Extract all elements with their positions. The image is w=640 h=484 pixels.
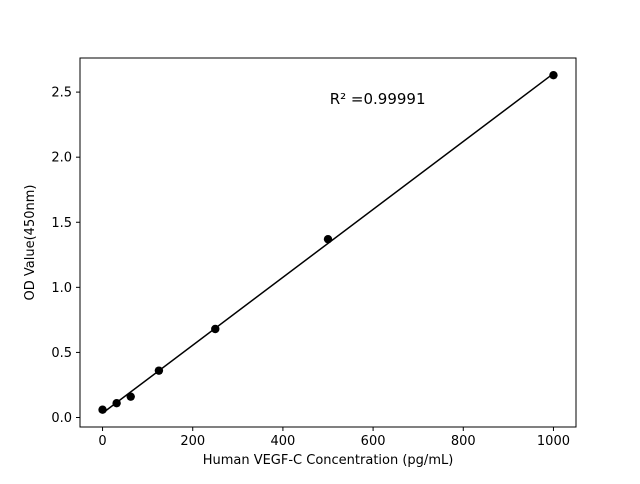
x-tick-label: 1000 (537, 434, 570, 449)
x-tick-label: 600 (361, 434, 386, 449)
y-tick-label: 2.0 (51, 151, 72, 166)
x-tick-label: 800 (451, 434, 476, 449)
x-tick-label: 200 (180, 434, 205, 449)
y-tick-label: 0.0 (51, 411, 72, 426)
data-point (112, 398, 121, 408)
data-point (126, 392, 135, 401)
x-tick-label: 0 (98, 434, 106, 449)
x-axis-label: Human VEGF-C Concentration (pg/mL) (203, 453, 454, 468)
y-axis-label: OD Value(450nm) (23, 185, 38, 301)
data-point (549, 70, 558, 80)
data-point (154, 366, 164, 375)
plot-border (79, 57, 577, 428)
data-point (211, 324, 220, 334)
y-tick-label: 1.5 (51, 216, 72, 231)
data-point (323, 234, 333, 244)
y-tick-label: 0.5 (51, 346, 72, 361)
x-tick-label: 400 (270, 434, 295, 449)
y-tick-label: 1.0 (51, 281, 72, 296)
y-tick-label: 2.5 (51, 86, 72, 101)
data-point (98, 405, 107, 414)
r-squared-annotation: R² =0.99991 (330, 90, 426, 108)
